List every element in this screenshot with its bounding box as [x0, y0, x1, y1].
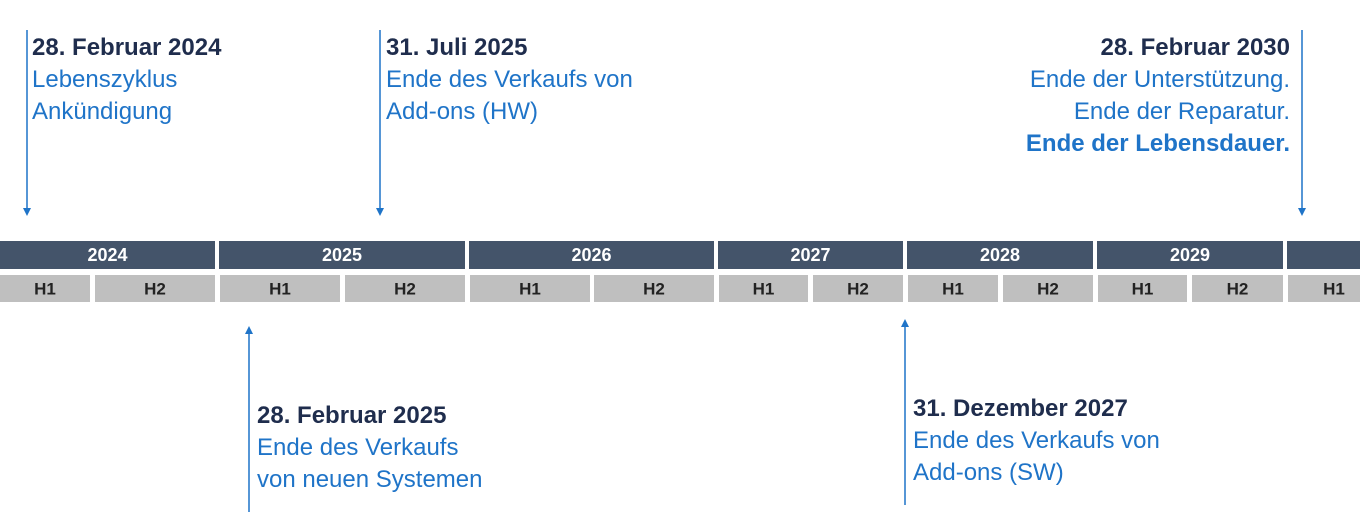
half-cell [719, 275, 808, 302]
event-text: Add-ons (SW) [913, 459, 1064, 486]
half-label: H1 [34, 279, 56, 298]
half-label: H2 [1227, 279, 1249, 298]
half-cell [220, 275, 340, 302]
half-label: H1 [1132, 279, 1154, 298]
event-date: 28. Februar 2025 [257, 402, 446, 429]
event-text: Ende der Unterstützung. [1030, 66, 1290, 93]
event-date: 31. Dezember 2027 [913, 395, 1128, 422]
half-cell [813, 275, 903, 302]
half-label: H1 [753, 279, 775, 298]
year-label: 2024 [87, 245, 127, 265]
event-text: Ende des Verkaufs von [913, 427, 1160, 454]
half-cell [470, 275, 590, 302]
half-label: H1 [269, 279, 291, 298]
half-label: H2 [847, 279, 869, 298]
event-date: 28. Februar 2024 [32, 34, 222, 61]
year-cell [1097, 241, 1283, 269]
event-text: Ankündigung [32, 98, 172, 125]
half-cell [0, 275, 90, 302]
half-label: H2 [144, 279, 166, 298]
year-cell [718, 241, 903, 269]
year-cell [219, 241, 465, 269]
half-label: H2 [1037, 279, 1059, 298]
half-cell [908, 275, 998, 302]
event-text: Ende der Reparatur. [1074, 98, 1290, 125]
half-label: H1 [519, 279, 541, 298]
timeline-bars: 2024 2025 2026 2027 2028 2029 H1 H2 H1 H2 H1 H2 H1 H2… [0, 241, 1360, 302]
half-label: H1 [1323, 279, 1345, 298]
event-text: von neuen Systemen [257, 466, 482, 493]
event-date: 28. Februar 2030 [1101, 34, 1290, 61]
half-cell [1192, 275, 1283, 302]
half-label: H2 [394, 279, 416, 298]
arrows [23, 30, 1306, 512]
half-cell [1098, 275, 1187, 302]
year-label: 2028 [980, 245, 1020, 265]
event-text: Ende des Verkaufs [257, 434, 458, 461]
year-label: 2027 [790, 245, 830, 265]
half-cell [95, 275, 215, 302]
half-label: H1 [942, 279, 964, 298]
year-cell [469, 241, 714, 269]
event-highlight: Ende der Lebensdauer. [1026, 130, 1290, 157]
half-cell [1288, 275, 1360, 302]
year-cell [0, 241, 215, 269]
half-label: H2 [643, 279, 665, 298]
half-cell [345, 275, 465, 302]
half-cell [1003, 275, 1093, 302]
event-date: 31. Juli 2025 [386, 34, 527, 61]
year-label: 2026 [571, 245, 611, 265]
event-text: Lebenszyklus [32, 66, 177, 93]
event-text: Ende des Verkaufs von [386, 66, 633, 93]
year-label: 2029 [1170, 245, 1210, 265]
year-cell [907, 241, 1093, 269]
year-cell [1287, 241, 1360, 269]
year-label: 2025 [322, 245, 362, 265]
half-cell [594, 275, 714, 302]
event-text: Add-ons (HW) [386, 98, 538, 125]
